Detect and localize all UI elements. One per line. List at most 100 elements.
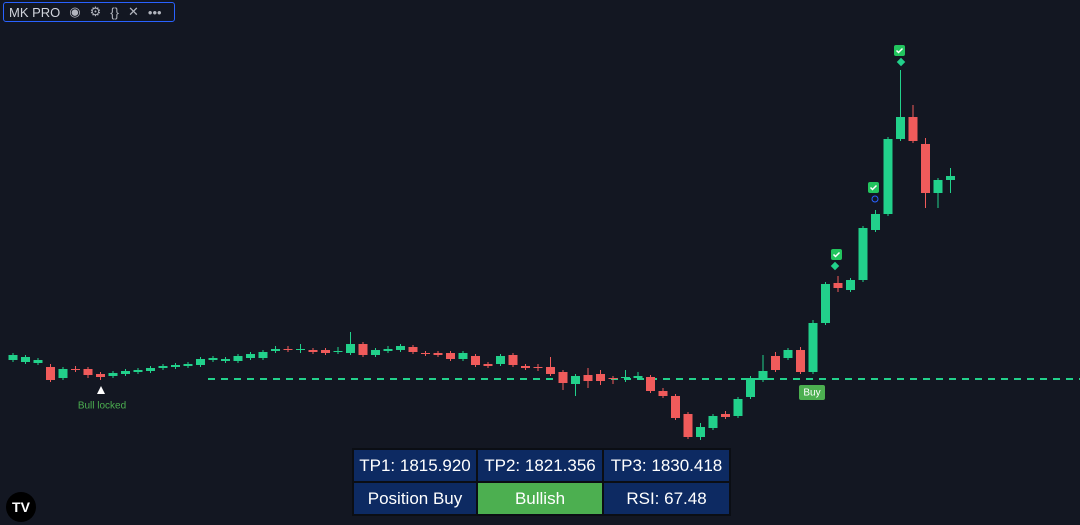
candle-body bbox=[296, 349, 305, 350]
tp-markers bbox=[830, 45, 906, 271]
table-cell: TP1: 1815.920 bbox=[352, 448, 478, 483]
candle-body bbox=[283, 349, 293, 350]
candle-body bbox=[146, 368, 155, 371]
candle-body bbox=[133, 370, 143, 372]
candle-body bbox=[908, 117, 918, 141]
table-cell: TP2: 1821.356 bbox=[476, 448, 604, 483]
candle-body bbox=[746, 378, 755, 397]
candle-body bbox=[508, 355, 518, 365]
candle-body bbox=[721, 414, 730, 417]
candle-body bbox=[546, 367, 555, 374]
indicator-name: MK PRO bbox=[9, 4, 61, 20]
check bbox=[832, 251, 841, 258]
candle-body bbox=[608, 378, 618, 379]
candle-body bbox=[258, 352, 268, 358]
candle-body bbox=[83, 369, 93, 375]
candle-body bbox=[933, 180, 943, 193]
diamond bbox=[830, 261, 840, 271]
candle-body bbox=[408, 347, 418, 352]
buy-label: Buy bbox=[803, 388, 820, 399]
remove-icon[interactable]: ✕ bbox=[127, 4, 139, 19]
candle-body bbox=[471, 356, 480, 365]
candle-body bbox=[358, 344, 368, 355]
candle-body bbox=[683, 414, 693, 437]
candle-body bbox=[308, 350, 318, 352]
candle-body bbox=[783, 350, 793, 358]
candle-body bbox=[33, 360, 43, 363]
candle-body bbox=[583, 375, 593, 381]
candle-body bbox=[658, 391, 668, 396]
candle-body bbox=[696, 427, 705, 437]
candle-body bbox=[771, 356, 780, 370]
bull-marker bbox=[97, 386, 105, 394]
candle-body bbox=[96, 374, 105, 377]
indicator-legend[interactable]: MK PRO ◉ ⚙ {} ✕ ••• bbox=[3, 2, 175, 22]
candle-body bbox=[858, 228, 868, 280]
candle-body bbox=[496, 356, 505, 364]
more-icon[interactable]: ••• bbox=[147, 4, 162, 20]
candle-body bbox=[533, 367, 543, 368]
candle-body bbox=[621, 377, 630, 378]
buy-marker bbox=[799, 385, 825, 400]
candle-body bbox=[846, 280, 855, 290]
candle-body bbox=[421, 353, 430, 354]
candles bbox=[8, 70, 1080, 440]
candle-body bbox=[896, 117, 905, 139]
candle-body bbox=[433, 353, 443, 355]
candle-body bbox=[921, 144, 930, 193]
candle-body bbox=[671, 396, 680, 418]
table-cell: Position Buy bbox=[352, 481, 478, 516]
candle-body bbox=[708, 416, 718, 428]
candle-body bbox=[121, 371, 130, 374]
candle-body bbox=[196, 359, 205, 365]
candle-body bbox=[733, 399, 743, 416]
candle-body bbox=[446, 353, 455, 359]
candle-body bbox=[208, 358, 218, 360]
candle-body bbox=[46, 367, 55, 380]
candle-body bbox=[321, 350, 330, 353]
check bbox=[895, 47, 904, 54]
source-icon[interactable]: {} bbox=[110, 4, 119, 20]
table-cell: TP3: 1830.418 bbox=[602, 448, 731, 483]
candle-body bbox=[808, 323, 818, 372]
candle-body bbox=[796, 350, 805, 372]
candle-body bbox=[71, 369, 80, 370]
candle-body bbox=[946, 176, 955, 180]
eye-icon[interactable]: ◉ bbox=[69, 4, 81, 19]
candle-body bbox=[171, 365, 180, 367]
candle-body bbox=[596, 374, 605, 381]
candle-body bbox=[183, 364, 193, 366]
candle-body bbox=[571, 376, 580, 384]
diamond bbox=[896, 57, 906, 67]
candle-body bbox=[333, 351, 343, 352]
candle-body bbox=[58, 369, 68, 378]
tv-logo[interactable]: TV bbox=[6, 492, 36, 522]
candle-body bbox=[221, 359, 230, 361]
candle-body bbox=[271, 349, 280, 351]
candle-body bbox=[396, 346, 405, 350]
circle bbox=[871, 195, 879, 203]
settings-icon[interactable]: ⚙ bbox=[89, 4, 102, 19]
info-table: TP1: 1815.920 TP2: 1821.356 TP3: 1830.41… bbox=[352, 448, 731, 516]
candle-body bbox=[871, 214, 880, 230]
candle-body bbox=[821, 284, 830, 323]
candle-body bbox=[371, 350, 380, 355]
candle-body bbox=[883, 139, 893, 214]
candle-body bbox=[246, 354, 255, 358]
candle-body bbox=[8, 355, 18, 360]
candle-body bbox=[646, 377, 655, 391]
candle-body bbox=[633, 376, 643, 378]
candle-body bbox=[458, 353, 468, 359]
candle-body bbox=[483, 364, 493, 366]
candle-body bbox=[346, 344, 355, 353]
candle-body bbox=[833, 283, 843, 288]
candle-body bbox=[521, 366, 530, 368]
candle-body bbox=[233, 356, 243, 361]
candle-body bbox=[758, 371, 768, 380]
candle-body bbox=[158, 366, 168, 368]
check bbox=[869, 184, 878, 191]
candle-body bbox=[21, 357, 30, 362]
table-cell: RSI: 67.48 bbox=[602, 481, 731, 516]
